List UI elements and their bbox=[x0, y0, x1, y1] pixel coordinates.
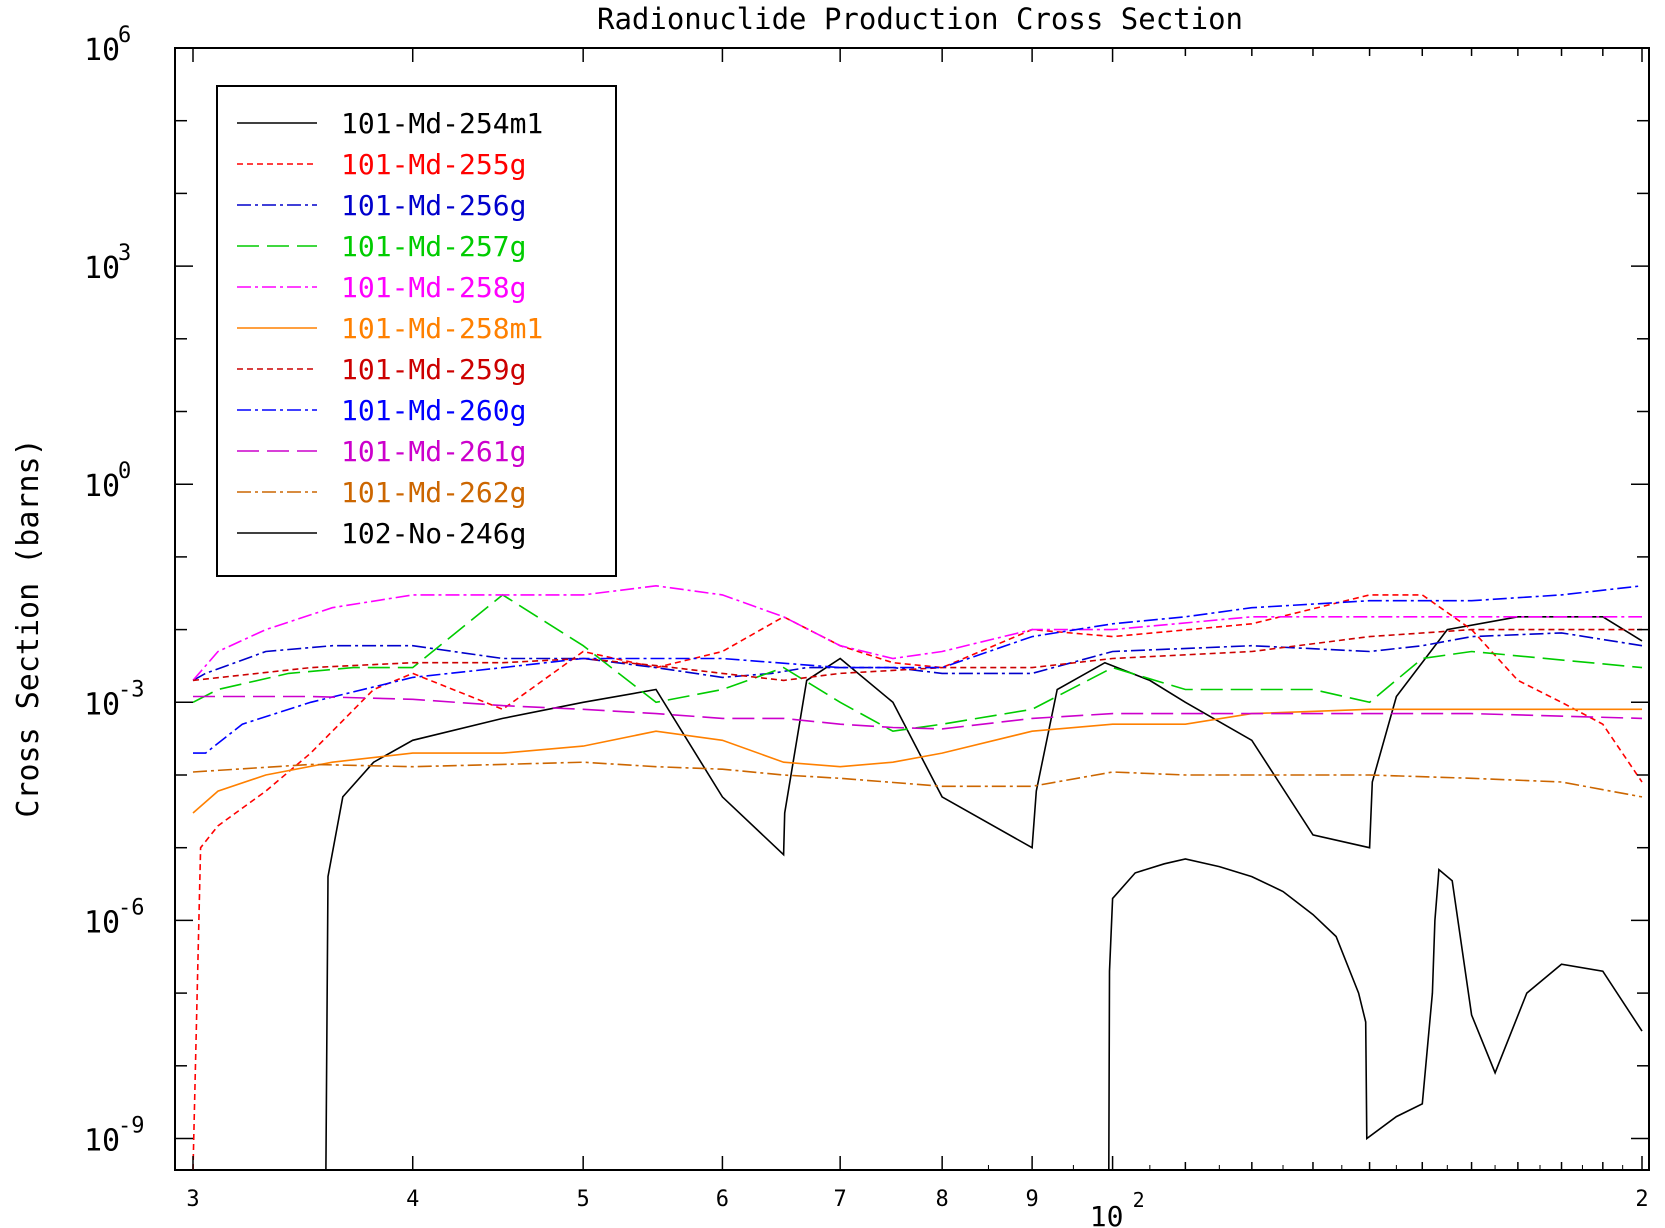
x-tick-label: 4 bbox=[406, 1187, 419, 1212]
y-tick-label-base: 10 bbox=[84, 251, 120, 286]
legend-label-2: 101-Md-255g bbox=[341, 148, 526, 181]
series-line-4 bbox=[192, 593, 1643, 733]
x-tick-label: 8 bbox=[936, 1187, 949, 1212]
legend-label-10: 101-Md-262g bbox=[341, 476, 526, 509]
x-tick-label: 3 bbox=[186, 1187, 199, 1212]
y-tick-label-base: 10 bbox=[84, 469, 120, 504]
plot-frame bbox=[174, 47, 1650, 1171]
chart-title: Radionuclide Production Cross Section bbox=[597, 2, 1243, 36]
legend-label-5: 101-Md-258g bbox=[341, 271, 526, 304]
y-tick-label-exp: 3 bbox=[118, 241, 131, 266]
legend-label-6: 101-Md-258m1 bbox=[341, 312, 543, 345]
series-line-5 bbox=[192, 584, 1642, 681]
y-tick-label-base: 10 bbox=[84, 687, 120, 722]
series-line-8 bbox=[193, 585, 1643, 754]
plot-area bbox=[192, 584, 1643, 1171]
x-decade-label-base: 10 bbox=[1090, 1200, 1124, 1228]
x-tick-label: 5 bbox=[577, 1187, 590, 1212]
legend-label-4: 101-Md-257g bbox=[341, 230, 526, 263]
y-axis-label: Cross Section (barns) bbox=[11, 438, 46, 817]
x-tick-label: 6 bbox=[716, 1187, 729, 1212]
legend-label-7: 101-Md-259g bbox=[341, 353, 526, 386]
x-decade-label-exp: 2 bbox=[1133, 1188, 1145, 1212]
y-tick-label-base: 10 bbox=[84, 1124, 120, 1159]
legend-label-8: 101-Md-260g bbox=[341, 394, 526, 427]
y-tick-label-exp: -9 bbox=[118, 1114, 145, 1139]
legend-label-9: 101-Md-261g bbox=[341, 435, 526, 468]
legend-label-1: 101-Md-254m1 bbox=[341, 107, 543, 140]
series-line-6 bbox=[192, 708, 1642, 814]
series-line-10 bbox=[192, 761, 1643, 798]
y-tick-label-exp: 0 bbox=[118, 459, 131, 484]
legend: 101-Md-254m1 101-Md-255g 101-Md-256g 101-Md… bbox=[216, 85, 617, 577]
x-tick-label: 2 bbox=[1635, 1187, 1648, 1212]
series-line-3 bbox=[192, 632, 1643, 682]
series-line-7 bbox=[192, 628, 1642, 682]
y-tick-label-exp: 6 bbox=[118, 23, 131, 48]
y-tick-label-exp: -3 bbox=[118, 677, 145, 702]
legend-box bbox=[216, 85, 617, 577]
legend-label-3: 101-Md-256g bbox=[341, 189, 526, 222]
series-line-11 bbox=[1108, 858, 1643, 1171]
series-line-9 bbox=[193, 695, 1643, 730]
legend-label-11: 102-No-246g bbox=[341, 517, 526, 550]
y-tick-label-exp: -6 bbox=[118, 895, 145, 920]
x-tick-label: 9 bbox=[1025, 1187, 1038, 1212]
series-line-1 bbox=[325, 615, 1643, 1171]
y-tick-label-base: 10 bbox=[84, 33, 120, 68]
x-tick-label: 7 bbox=[834, 1187, 847, 1212]
y-tick-label-base: 10 bbox=[84, 905, 120, 940]
